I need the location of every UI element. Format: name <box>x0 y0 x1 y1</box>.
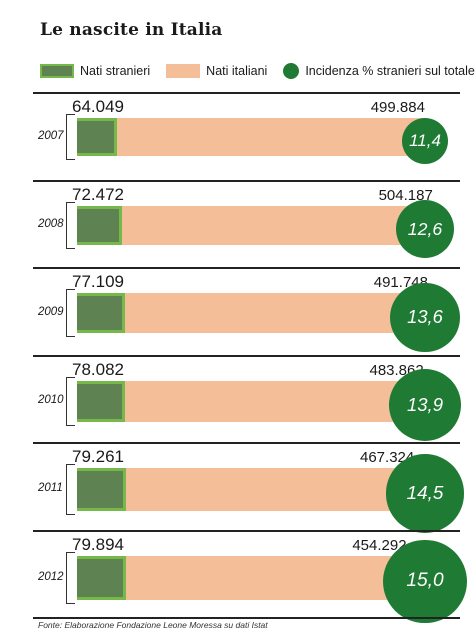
row-separator <box>33 92 460 94</box>
legend-swatch-stranieri <box>40 64 74 78</box>
value-stranieri: 79.261 <box>72 447 124 466</box>
value-stranieri: 72.472 <box>72 184 124 204</box>
bar-stranieri <box>77 293 125 334</box>
row-bracket <box>66 289 75 338</box>
legend-item-italiani: Nati italiani <box>166 64 267 78</box>
row-separator <box>33 442 460 444</box>
row-bracket <box>66 551 75 604</box>
legend-swatch-incidenza <box>283 63 300 79</box>
bar-stranieri <box>77 380 126 423</box>
row-separator <box>33 617 460 619</box>
bar-stranieri <box>77 118 117 156</box>
value-italiani: 504.187 <box>378 186 433 204</box>
bar-italiani <box>77 293 428 334</box>
incidenza-circle: 12,6 <box>395 199 455 259</box>
bar-italiani <box>77 118 425 156</box>
bar-stranieri <box>77 468 126 511</box>
incidenza-circle: 14,5 <box>385 454 465 533</box>
value-italiani: 454.292 <box>352 536 407 554</box>
year-label: 2007 <box>38 130 64 142</box>
year-label: 2012 <box>38 570 64 583</box>
row-bracket <box>66 376 75 427</box>
row-separator <box>33 267 460 269</box>
year-label: 2008 <box>38 218 64 231</box>
value-stranieri: 64.049 <box>72 97 124 116</box>
incidenza-circle: 13,6 <box>390 282 460 352</box>
bar-italiani <box>77 555 407 600</box>
bar-italiani <box>77 468 415 511</box>
bar-italiani <box>77 205 433 245</box>
year-label: 2009 <box>38 306 64 319</box>
legend-swatch-italiani <box>166 64 201 78</box>
row-separator <box>33 354 460 357</box>
row-bracket <box>66 114 75 160</box>
value-stranieri: 79.894 <box>72 534 124 554</box>
legend-item-incidenza: Incidenza % stranieri sul totale <box>283 63 475 79</box>
legend-label-stranieri: Nati stranieri <box>80 64 151 78</box>
legend-item-stranieri: Nati stranieri <box>40 64 150 78</box>
row-separator <box>33 179 460 182</box>
value-stranieri: 78.082 <box>72 359 124 379</box>
legend-label-incidenza: Incidenza % stranieri sul totale <box>305 64 475 78</box>
legend-label-italiani: Nati italiani <box>206 64 268 78</box>
incidenza-circle: 13,9 <box>388 369 462 442</box>
incidenza-circle: 11,4 <box>402 118 448 164</box>
year-label: 2010 <box>38 394 64 407</box>
bar-stranieri <box>77 555 127 600</box>
value-italiani: 499.884 <box>370 99 425 116</box>
incidenza-circle: 15,0 <box>383 539 467 624</box>
bar-stranieri <box>77 205 122 245</box>
row-separator <box>33 529 460 532</box>
source-note: Fonte: Elaborazione Fondazione Leone Mor… <box>38 620 268 630</box>
chart-title: Le nascite in Italia <box>40 20 223 40</box>
row-bracket <box>66 201 75 249</box>
bar-italiani <box>77 380 424 423</box>
year-label: 2011 <box>38 482 63 495</box>
row-bracket <box>66 464 75 515</box>
value-stranieri: 77.109 <box>72 272 124 291</box>
legend: Nati stranieri Nati italiani Incidenza %… <box>40 62 475 80</box>
